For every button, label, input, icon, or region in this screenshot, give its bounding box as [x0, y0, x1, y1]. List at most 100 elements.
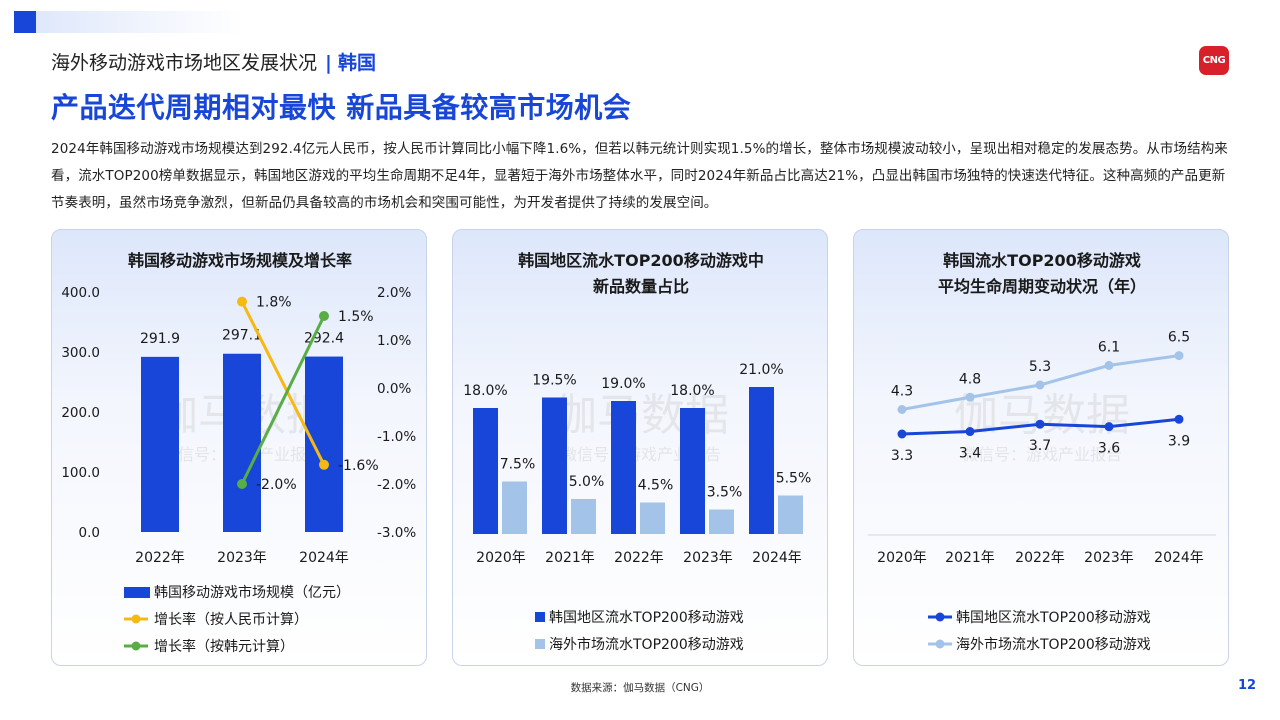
bar-market-size [305, 356, 343, 532]
y-axis-tick-label: 100.0 [61, 465, 100, 481]
y-axis-tick-label: 400.0 [61, 285, 100, 301]
legend-swatch-marker [131, 641, 141, 651]
y2-axis-tick-label: 2.0% [377, 285, 411, 301]
legend-label: 增长率（按人民币计算） [154, 611, 308, 628]
x-axis-tick-label: 2022年 [135, 550, 185, 566]
data-source-note: 数据来源：伽马数据（CNG） [570, 682, 710, 694]
y2-axis-tick-label: -2.0% [377, 477, 416, 493]
chart-title: 韩国地区流水TOP200移动游戏中 [518, 251, 764, 270]
watermark-main: 伽马数据 [954, 390, 1130, 441]
bar-korea-share [749, 387, 774, 534]
bar-korea-share [680, 408, 705, 534]
bar-overseas-share [778, 495, 803, 534]
legend-swatch-marker [935, 639, 945, 649]
x-axis-tick-label: 2023年 [683, 550, 733, 566]
logo-text: CNG [1202, 55, 1226, 66]
line-point [1035, 419, 1045, 429]
line-data-label: 3.3 [891, 448, 913, 464]
bar-data-label: 7.5% [500, 457, 536, 473]
line-point [897, 429, 907, 439]
x-axis-tick-label: 2024年 [1154, 550, 1204, 566]
chart-panel-new-game-share: 伽马数据 微信号：游戏产业报告 韩国地区流水TOP200移动游戏中 新品数量占比 18.… [452, 229, 828, 666]
market-size-chart: 伽马数据微信号：游戏产业报告韩国移动游戏市场规模及增长率0.0100.0200.… [61, 251, 416, 655]
line-point [1174, 414, 1184, 424]
line-point [965, 427, 975, 437]
growth-data-label: 1.8% [256, 295, 292, 311]
bar-korea-share [611, 401, 636, 534]
bar-data-label: 297.1 [222, 328, 262, 344]
growth-point [319, 311, 329, 321]
legend-label: 海外市场流水TOP200移动游戏 [956, 636, 1151, 653]
x-axis-tick-label: 2021年 [545, 550, 595, 566]
x-axis-tick-label: 2022年 [1015, 550, 1065, 566]
chart-title: 韩国流水TOP200移动游戏 [943, 251, 1141, 270]
bar-market-size [141, 356, 179, 532]
x-axis-tick-label: 2021年 [945, 550, 995, 566]
header-decor-block [14, 11, 36, 33]
y2-axis-tick-label: -3.0% [377, 525, 416, 541]
growth-point [319, 459, 329, 470]
region-label: 韩国 [337, 52, 376, 74]
y2-axis-tick-label: -1.0% [377, 429, 416, 445]
legend-label: 海外市场流水TOP200移动游戏 [549, 636, 744, 653]
bar-data-label: 4.5% [638, 478, 674, 494]
new-game-share-chart: 伽马数据微信号：游戏产业报告韩国地区流水TOP200移动游戏中新品数量占比18.… [463, 251, 812, 653]
x-axis-tick-label: 2020年 [476, 550, 526, 566]
x-axis-tick-label: 2020年 [877, 550, 927, 566]
growth-point [237, 296, 247, 307]
bar-market-size [223, 353, 261, 532]
y-axis-tick-label: 300.0 [61, 345, 100, 361]
chart-panel-lifecycle: 伽马数据微信号：游戏产业报告 韩国流水TOP200移动游戏 平均生命周期变动状况（年… [853, 229, 1229, 666]
bar-overseas-share [571, 499, 596, 534]
line-data-label: 3.6 [1098, 441, 1120, 457]
legend-swatch-bar [124, 587, 150, 598]
line-data-label: 3.4 [959, 446, 981, 462]
bar-korea-share [473, 408, 498, 534]
line-point [1035, 380, 1045, 390]
chart-title-line2: 平均生命周期变动状况（年） [938, 277, 1146, 296]
growth-point [237, 479, 247, 489]
line-data-label: 5.3 [1029, 359, 1051, 375]
growth-line [240, 315, 326, 485]
bar-data-label: 19.0% [601, 376, 645, 392]
x-axis-tick-label: 2024年 [299, 550, 349, 566]
chart-title: 韩国移动游戏市场规模及增长率 [128, 251, 352, 270]
summary-paragraph: 2024年韩国移动游戏市场规模达到292.4亿元人民币，按人民币计算同比小幅下降… [51, 141, 1228, 211]
header-decor-stripe [14, 11, 244, 33]
bar-overseas-share [709, 509, 734, 534]
line-data-label: 4.3 [891, 384, 913, 400]
section-title: 海外移动游戏市场地区发展状况 | 韩国 [51, 48, 376, 75]
cng-logo: CNG [1199, 46, 1229, 75]
bar-data-label: 5.5% [776, 471, 812, 487]
y2-axis-tick-label: 1.0% [377, 333, 411, 349]
line-point [1174, 351, 1184, 361]
legend-label: 增长率（按韩元计算） [154, 638, 294, 655]
page-number: 12 [1238, 678, 1257, 693]
x-axis-tick-label: 2022年 [614, 550, 664, 566]
growth-data-label: 1.5% [338, 309, 374, 325]
x-axis-tick-label: 2024年 [752, 550, 802, 566]
page-headline: 产品迭代周期相对最快 新品具备较高市场机会 [51, 91, 632, 124]
y-axis-tick-label: 200.0 [61, 405, 100, 421]
section-title-text: 海外移动游戏市场地区发展状况 [51, 52, 318, 74]
growth-line [240, 300, 326, 466]
lifecycle-chart: 伽马数据微信号：游戏产业报告韩国流水TOP200移动游戏平均生命周期变动状况（年… [868, 251, 1216, 653]
bar-data-label: 21.0% [739, 362, 783, 378]
y-axis-tick-label: 0.0 [79, 525, 100, 541]
legend-swatch-marker [935, 612, 945, 622]
line-data-label: 4.8 [959, 371, 981, 387]
line-data-label: 6.5 [1168, 330, 1190, 346]
line-point [897, 405, 907, 414]
line-point [1104, 360, 1114, 370]
watermark-sub: 微信号：游戏产业报告 [962, 445, 1122, 464]
bar-data-label: 18.0% [670, 383, 714, 399]
bar-data-label: 18.0% [463, 383, 507, 399]
line-data-label: 3.7 [1029, 438, 1051, 454]
bar-data-label: 5.0% [569, 474, 605, 490]
bar-data-label: 19.5% [532, 373, 576, 389]
legend-label: 韩国地区流水TOP200移动游戏 [956, 610, 1151, 626]
bar-data-label: 291.9 [140, 331, 180, 347]
chart-title-line2: 新品数量占比 [593, 277, 689, 296]
chart-panel-market-size: 伽马数据微信号：游戏产业报告韩国移动游戏市场规模及增长率0.0100.0200.… [51, 229, 427, 666]
legend-swatch-marker [131, 614, 141, 624]
